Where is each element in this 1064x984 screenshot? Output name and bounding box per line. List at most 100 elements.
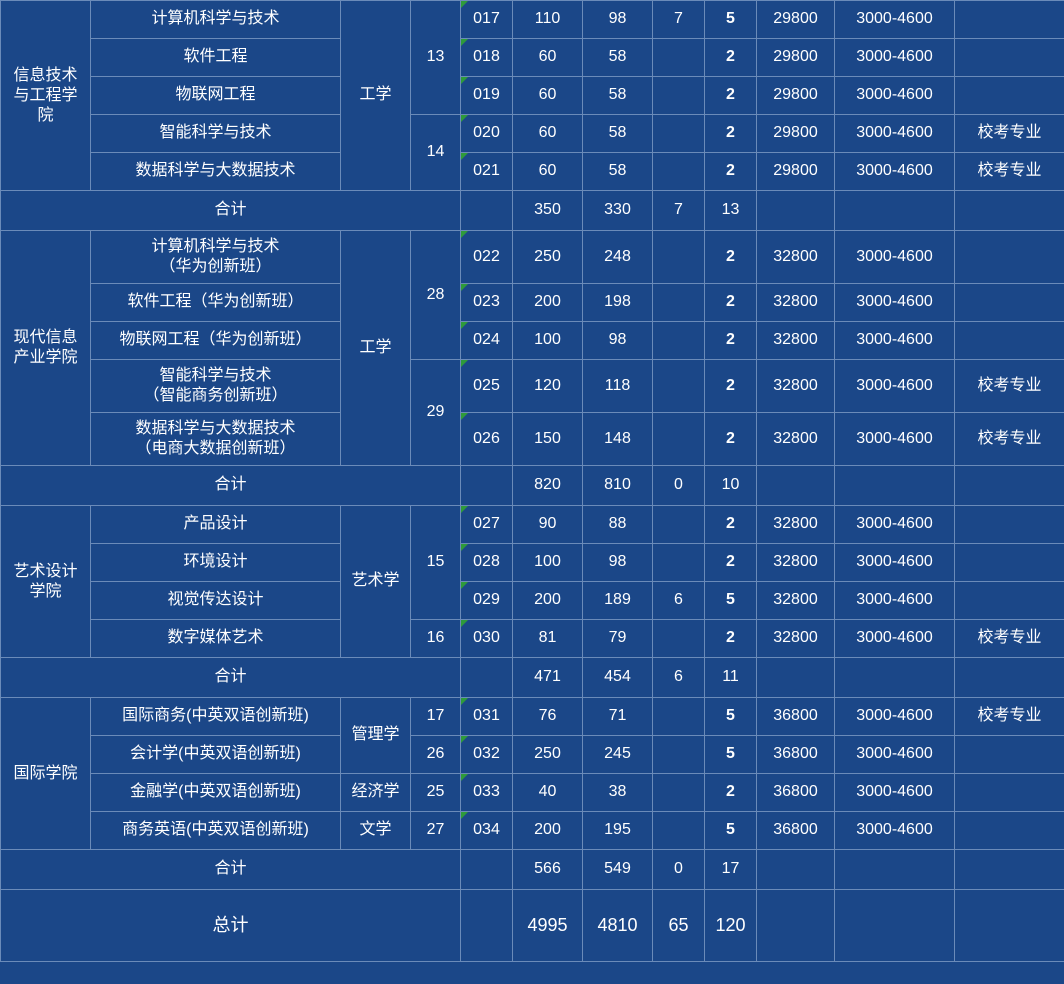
cell-c (653, 698, 705, 736)
cell-c (653, 774, 705, 812)
major-cell: 软件工程（华为创新班） (91, 284, 341, 322)
dorm-cell: 3000-4600 (835, 812, 955, 850)
major-cell: 金融学(中英双语创新班) (91, 774, 341, 812)
cell-plan: 120 (513, 360, 583, 413)
cell-d: 2 (705, 360, 757, 413)
cell-c (653, 506, 705, 544)
table-row: 会计学(中英双语创新班)260322502455368003000-4600 (1, 736, 1064, 774)
grandtotal-a: 4995 (513, 890, 583, 962)
subtotal-b: 549 (583, 850, 653, 890)
subtotal-label: 合计 (1, 191, 461, 231)
major-code-cell: 021 (461, 153, 513, 191)
subtotal-c: 0 (653, 850, 705, 890)
subtotal-a: 820 (513, 466, 583, 506)
cell-c (653, 812, 705, 850)
group-code-cell: 26 (411, 736, 461, 774)
subtotal-label: 合计 (1, 850, 461, 890)
table-row: 物联网工程（华为创新班）024100982328003000-4600 (1, 322, 1064, 360)
cell-plan: 90 (513, 506, 583, 544)
subtotal-d: 10 (705, 466, 757, 506)
cell-plan: 40 (513, 774, 583, 812)
table-row: 环境设计028100982328003000-4600 (1, 544, 1064, 582)
discipline-cell: 管理学 (341, 698, 411, 774)
note-cell: 校考专业 (955, 620, 1064, 658)
grandtotal-label: 总计 (1, 890, 461, 962)
subtotal-a: 566 (513, 850, 583, 890)
cell-b: 98 (583, 322, 653, 360)
major-code-cell: 022 (461, 231, 513, 284)
fee-cell: 29800 (757, 39, 835, 77)
major-code-cell: 031 (461, 698, 513, 736)
major-cell: 数据科学与大数据技术 (91, 153, 341, 191)
cell-d: 2 (705, 506, 757, 544)
fee-cell: 29800 (757, 1, 835, 39)
fee-cell: 32800 (757, 582, 835, 620)
cell-c (653, 231, 705, 284)
note-cell (955, 284, 1064, 322)
note-cell (955, 506, 1064, 544)
dorm-cell: 3000-4600 (835, 774, 955, 812)
cell-b: 245 (583, 736, 653, 774)
fee-cell: 32800 (757, 231, 835, 284)
cell-d: 2 (705, 231, 757, 284)
subtotal-row: 合计350330713 (1, 191, 1064, 231)
discipline-cell: 艺术学 (341, 506, 411, 658)
major-code-cell: 034 (461, 812, 513, 850)
cell-plan: 100 (513, 322, 583, 360)
fee-cell: 32800 (757, 360, 835, 413)
fee-cell: 29800 (757, 153, 835, 191)
fee-cell: 32800 (757, 413, 835, 466)
subtotal-c: 7 (653, 191, 705, 231)
fee-cell: 36800 (757, 812, 835, 850)
note-cell (955, 1, 1064, 39)
cell-b: 38 (583, 774, 653, 812)
cell-plan: 250 (513, 736, 583, 774)
fee-cell: 32800 (757, 322, 835, 360)
enrollment-table: 信息技术与工程学院计算机科学与技术工学130171109875298003000… (0, 0, 1064, 962)
cell-b: 79 (583, 620, 653, 658)
major-cell: 环境设计 (91, 544, 341, 582)
cell-d: 2 (705, 115, 757, 153)
major-cell: 数据科学与大数据技术（电商大数据创新班） (91, 413, 341, 466)
note-cell (955, 812, 1064, 850)
group-code-cell: 17 (411, 698, 461, 736)
grandtotal-b: 4810 (583, 890, 653, 962)
table-row: 信息技术与工程学院计算机科学与技术工学130171109875298003000… (1, 1, 1064, 39)
major-cell: 国际商务(中英双语创新班) (91, 698, 341, 736)
dorm-cell: 3000-4600 (835, 231, 955, 284)
cell-c (653, 413, 705, 466)
discipline-cell: 经济学 (341, 774, 411, 812)
dorm-cell: 3000-4600 (835, 77, 955, 115)
grandtotal-d: 120 (705, 890, 757, 962)
subtotal-c: 6 (653, 658, 705, 698)
cell-plan: 81 (513, 620, 583, 658)
major-code-cell: 017 (461, 1, 513, 39)
fee-cell: 32800 (757, 506, 835, 544)
subtotal-label: 合计 (1, 658, 461, 698)
dorm-cell: 3000-4600 (835, 413, 955, 466)
subtotal-row: 合计566549017 (1, 850, 1064, 890)
table-row: 软件工程（华为创新班）0232001982328003000-4600 (1, 284, 1064, 322)
note-cell: 校考专业 (955, 413, 1064, 466)
subtotal-b: 454 (583, 658, 653, 698)
major-code-cell: 018 (461, 39, 513, 77)
cell-plan: 60 (513, 39, 583, 77)
cell-b: 58 (583, 39, 653, 77)
cell-c (653, 39, 705, 77)
major-code-cell: 028 (461, 544, 513, 582)
dorm-cell: 3000-4600 (835, 506, 955, 544)
major-cell: 视觉传达设计 (91, 582, 341, 620)
note-cell (955, 544, 1064, 582)
cell-d: 5 (705, 812, 757, 850)
table-row: 商务英语(中英双语创新班)文学270342001955368003000-460… (1, 812, 1064, 850)
fee-cell: 29800 (757, 77, 835, 115)
note-cell: 校考专业 (955, 360, 1064, 413)
major-code-cell: 019 (461, 77, 513, 115)
cell-plan: 60 (513, 153, 583, 191)
discipline-cell: 工学 (341, 1, 411, 191)
major-cell: 智能科学与技术（智能商务创新班） (91, 360, 341, 413)
cell-plan: 60 (513, 115, 583, 153)
major-code-cell: 032 (461, 736, 513, 774)
subtotal-b: 330 (583, 191, 653, 231)
cell-c (653, 115, 705, 153)
